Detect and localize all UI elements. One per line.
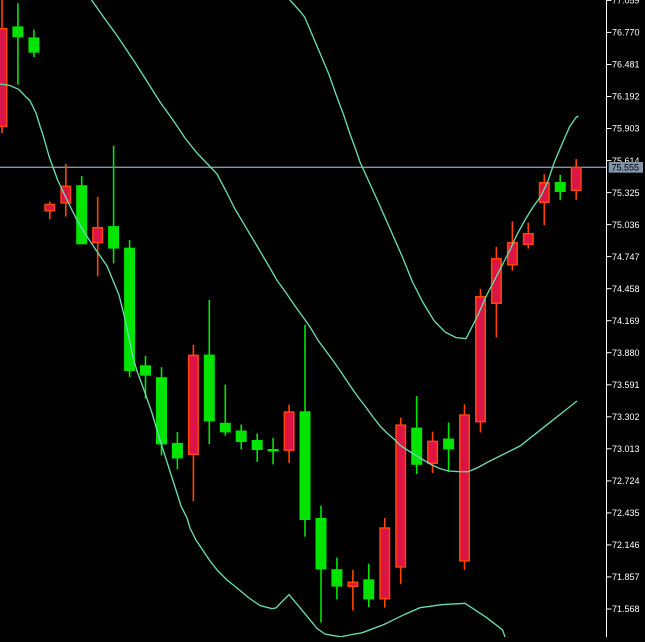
- svg-text:76.770: 76.770: [612, 28, 640, 38]
- svg-text:73.013: 73.013: [612, 444, 640, 454]
- svg-text:74.458: 74.458: [612, 284, 640, 294]
- svg-text:73.591: 73.591: [612, 380, 640, 390]
- svg-text:72.724: 72.724: [612, 476, 640, 486]
- svg-text:74.747: 74.747: [612, 252, 640, 262]
- svg-text:76.481: 76.481: [612, 60, 640, 70]
- svg-text:75.325: 75.325: [612, 188, 640, 198]
- svg-text:73.880: 73.880: [612, 348, 640, 358]
- svg-text:72.435: 72.435: [612, 508, 640, 518]
- svg-text:75.614: 75.614: [612, 156, 640, 166]
- svg-text:75.036: 75.036: [612, 220, 640, 230]
- svg-text:73.302: 73.302: [612, 412, 640, 422]
- svg-text:71.568: 71.568: [612, 604, 640, 614]
- svg-text:72.146: 72.146: [612, 540, 640, 550]
- svg-text:77.059: 77.059: [612, 0, 640, 6]
- svg-text:74.169: 74.169: [612, 316, 640, 326]
- svg-text:75.903: 75.903: [612, 124, 640, 134]
- svg-text:71.857: 71.857: [612, 572, 640, 582]
- svg-text:76.192: 76.192: [612, 92, 640, 102]
- svg-text:75.555: 75.555: [612, 163, 640, 173]
